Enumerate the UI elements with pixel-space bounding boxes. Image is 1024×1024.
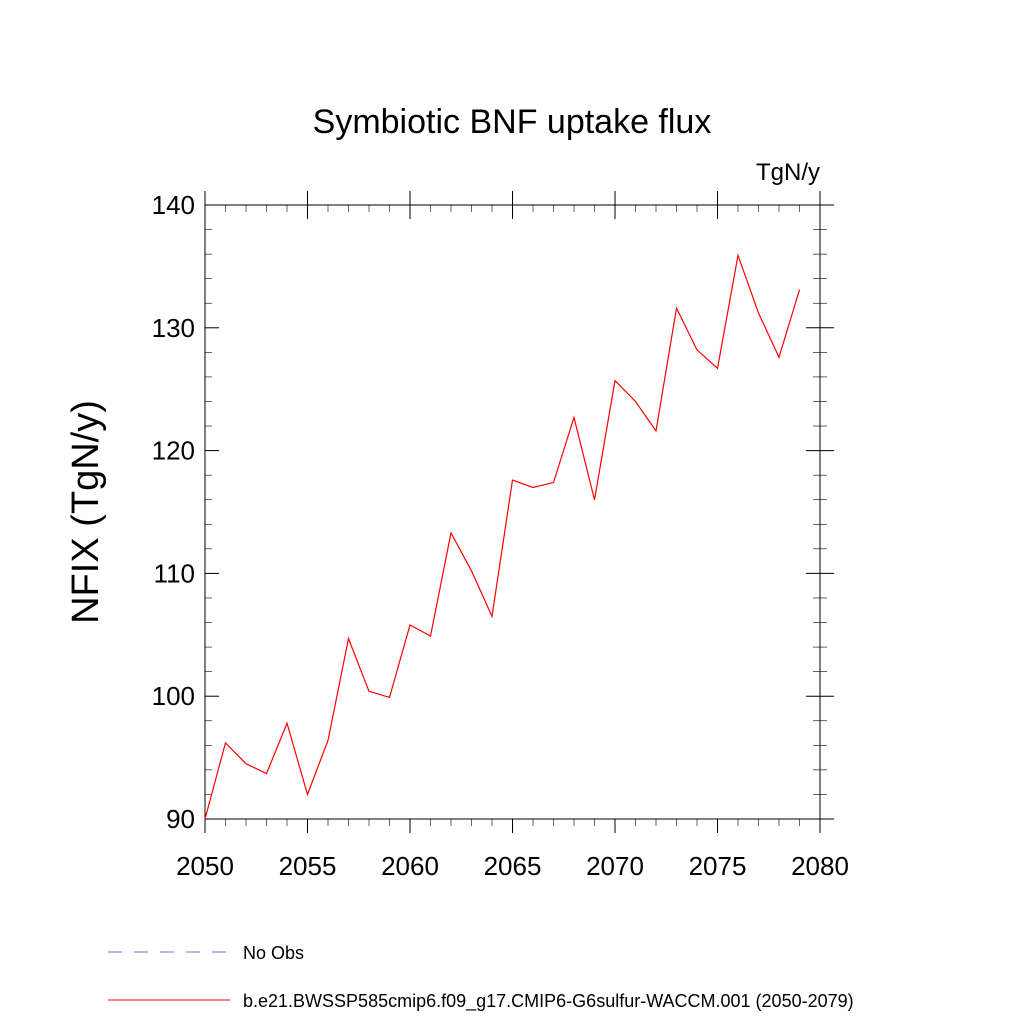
y-tick-label: 140 <box>152 190 195 220</box>
x-tick-label: 2060 <box>381 851 439 881</box>
y-tick-label: 130 <box>152 313 195 343</box>
y-axis-label: NFIX (TgN/y) <box>65 400 107 624</box>
units-label: TgN/y <box>756 159 820 186</box>
x-tick-label: 2070 <box>586 851 644 881</box>
legend-label: No Obs <box>243 943 304 963</box>
tick-labels: 90 100 110 120 130 140 2050 2055 2060 2065 2070 207… <box>152 190 849 881</box>
y-tick-label: 90 <box>166 804 195 834</box>
y-tick-label: 110 <box>154 558 195 588</box>
x-tick-label: 2055 <box>279 851 337 881</box>
plot-frame <box>204 204 821 820</box>
series <box>204 253 801 820</box>
y-tick-label: 120 <box>152 436 195 466</box>
ticks <box>204 191 834 833</box>
chart-title: Symbiotic BNF uptake flux <box>313 103 712 141</box>
legend: No Obs b.e21.BWSSP585cmip6.f09_g17.CMIP6-… <box>108 943 854 1012</box>
x-tick-label: 2050 <box>176 851 234 881</box>
x-tick-label: 2075 <box>689 851 747 881</box>
legend-label: b.e21.BWSSP585cmip6.f09_g17.CMIP6-G6sulf… <box>243 991 854 1012</box>
x-tick-label: 2065 <box>484 851 542 881</box>
series-line <box>204 253 801 820</box>
y-tick-label: 100 <box>152 681 195 711</box>
x-tick-label: 2080 <box>791 851 849 881</box>
